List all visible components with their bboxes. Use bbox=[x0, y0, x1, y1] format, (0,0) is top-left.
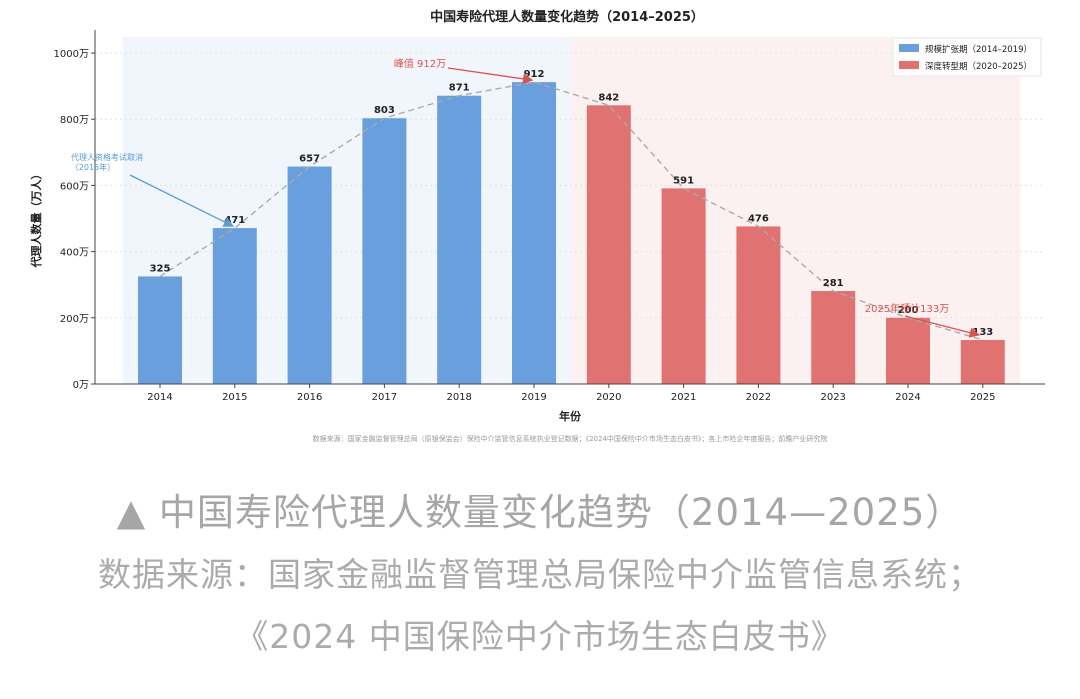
x-tick-label: 2021 bbox=[671, 392, 696, 403]
bar-2015 bbox=[212, 228, 257, 384]
annotation-peak: 峰值 912万 bbox=[394, 57, 446, 70]
value-label: 912 bbox=[524, 69, 545, 80]
x-tick-label: 2025 bbox=[970, 392, 995, 403]
trend-polyline bbox=[159, 81, 983, 341]
y-tick-label: 400万 bbox=[60, 248, 89, 259]
legend-swatch bbox=[899, 44, 919, 52]
caption-title: ▲ 中国寿险代理人数量变化趋势（2014—2025） bbox=[116, 491, 964, 534]
value-label: 200 bbox=[898, 305, 919, 316]
x-tick-label: 2018 bbox=[446, 392, 471, 403]
annotation-exam-arrow bbox=[129, 174, 234, 227]
bar-2020 bbox=[586, 105, 631, 384]
x-tick-label: 2019 bbox=[521, 392, 546, 403]
y-tick-label: 1000万 bbox=[54, 49, 89, 60]
annotation-peak-arrow bbox=[447, 67, 534, 84]
bar-2014 bbox=[138, 276, 182, 384]
y-tick-label: 200万 bbox=[60, 314, 89, 325]
bar-2017 bbox=[362, 118, 407, 384]
value-label: 476 bbox=[748, 213, 769, 224]
period-bands bbox=[122, 37, 1021, 384]
x-tick-label: 2020 bbox=[596, 392, 621, 403]
y-tick-label: 600万 bbox=[60, 181, 89, 192]
value-label: 871 bbox=[449, 83, 470, 94]
value-label: 803 bbox=[374, 105, 395, 116]
x-tick-label: 2022 bbox=[746, 392, 771, 403]
x-tick-label: 2023 bbox=[820, 392, 845, 403]
x-tick-label: 2014 bbox=[147, 392, 172, 403]
x-axis-label: 年份 bbox=[559, 409, 582, 423]
axes: 0万 200万 400万 600万 800万 1000万 2014 2015 2016 2017 2… bbox=[54, 30, 1045, 403]
bar-2022 bbox=[736, 226, 781, 384]
x-tick-label: 2016 bbox=[297, 392, 322, 403]
bar-2024 bbox=[886, 317, 930, 384]
value-label: 325 bbox=[150, 263, 171, 274]
bars bbox=[138, 82, 1005, 385]
chart-title: 中国寿险代理人数量变化趋势（2014–2025） bbox=[430, 9, 704, 25]
period-band bbox=[122, 37, 572, 384]
value-label: 657 bbox=[299, 154, 320, 165]
value-labels: 325 471 657 803 871 912 842 591 476 281 200 133 bbox=[150, 69, 994, 338]
caption-source-line2: 《2024 中国保险中介市场生态白皮书》 bbox=[235, 617, 845, 656]
annotation-forecast-arrow bbox=[904, 315, 981, 338]
legend-swatch bbox=[899, 61, 919, 69]
bar-2023 bbox=[811, 290, 856, 384]
annotation-exam-year: （2015年） bbox=[71, 162, 115, 172]
x-tick-label: 2015 bbox=[222, 392, 247, 403]
value-label: 591 bbox=[673, 175, 694, 186]
caption-source-line1: 数据来源：国家金融监督管理总局保险中介监管信息系统； bbox=[98, 555, 982, 594]
source-note: 数据来源：国家金融监督管理总局（原银保监会）保险中介监管信息系统执业登记数据；《… bbox=[313, 434, 828, 443]
value-label: 471 bbox=[224, 215, 245, 226]
trend-line bbox=[159, 81, 983, 341]
x-tick-label: 2017 bbox=[372, 392, 397, 403]
bar-2016 bbox=[287, 166, 332, 384]
x-tick-label: 2024 bbox=[895, 392, 920, 403]
legend-label: 深度转型期（2020–2025） bbox=[925, 61, 1032, 72]
value-label: 281 bbox=[823, 278, 844, 289]
bar-2025 bbox=[960, 339, 1005, 384]
legend: 规模扩张期（2014–2019） 深度转型期（2020–2025） bbox=[892, 37, 1042, 77]
annotation-forecast: 2025年预计133万 bbox=[865, 302, 950, 315]
bar-2018 bbox=[437, 95, 482, 384]
chart: 0万 200万 400万 600万 800万 1000万 2014 2015 2016 2017 2… bbox=[29, 9, 1045, 443]
bar-2021 bbox=[661, 188, 706, 384]
y-tick-label: 800万 bbox=[60, 115, 89, 126]
y-tick-label: 0万 bbox=[73, 380, 89, 391]
bar-2019 bbox=[512, 82, 556, 385]
period-band bbox=[571, 37, 1021, 384]
value-label: 133 bbox=[972, 327, 993, 338]
value-label: 842 bbox=[598, 92, 619, 103]
annotation-exam: 代理人资格考试取消 bbox=[71, 152, 143, 162]
legend-label: 规模扩张期（2014–2019） bbox=[925, 44, 1032, 55]
y-axis-label: 代理人数量（万人） bbox=[29, 169, 43, 269]
